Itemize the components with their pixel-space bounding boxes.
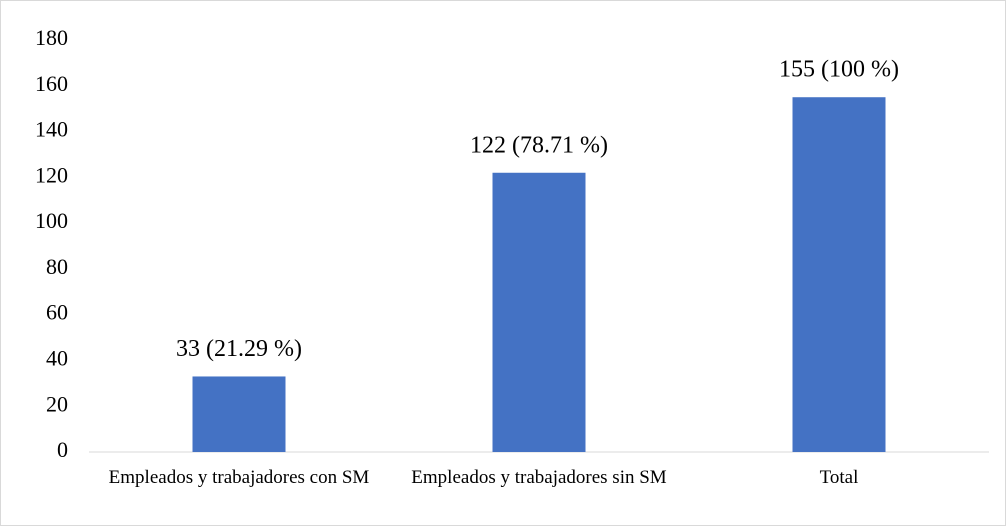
y-tick-label: 180 [35, 25, 68, 50]
bar [192, 376, 286, 452]
y-tick-label: 80 [46, 254, 68, 279]
data-label: 155 (100 %) [779, 57, 899, 83]
x-tick-label: Empleados y trabajadores sin SM [411, 467, 667, 488]
y-tick-label: 0 [57, 437, 68, 462]
bar [792, 97, 886, 452]
y-tick-label: 160 [35, 71, 68, 96]
y-tick-label: 120 [35, 162, 68, 187]
x-tick-label: Total [819, 467, 859, 488]
x-tick-label: Empleados y trabajadores con SM [108, 467, 370, 488]
bar [492, 172, 586, 452]
data-label: 33 (21.29 %) [176, 336, 302, 362]
y-tick-label: 40 [46, 345, 68, 370]
y-tick-label: 20 [46, 391, 68, 416]
y-tick-label: 100 [35, 208, 68, 233]
y-tick-label: 60 [46, 300, 68, 325]
data-label: 122 (78.71 %) [470, 132, 608, 158]
y-tick-label: 140 [35, 117, 68, 142]
